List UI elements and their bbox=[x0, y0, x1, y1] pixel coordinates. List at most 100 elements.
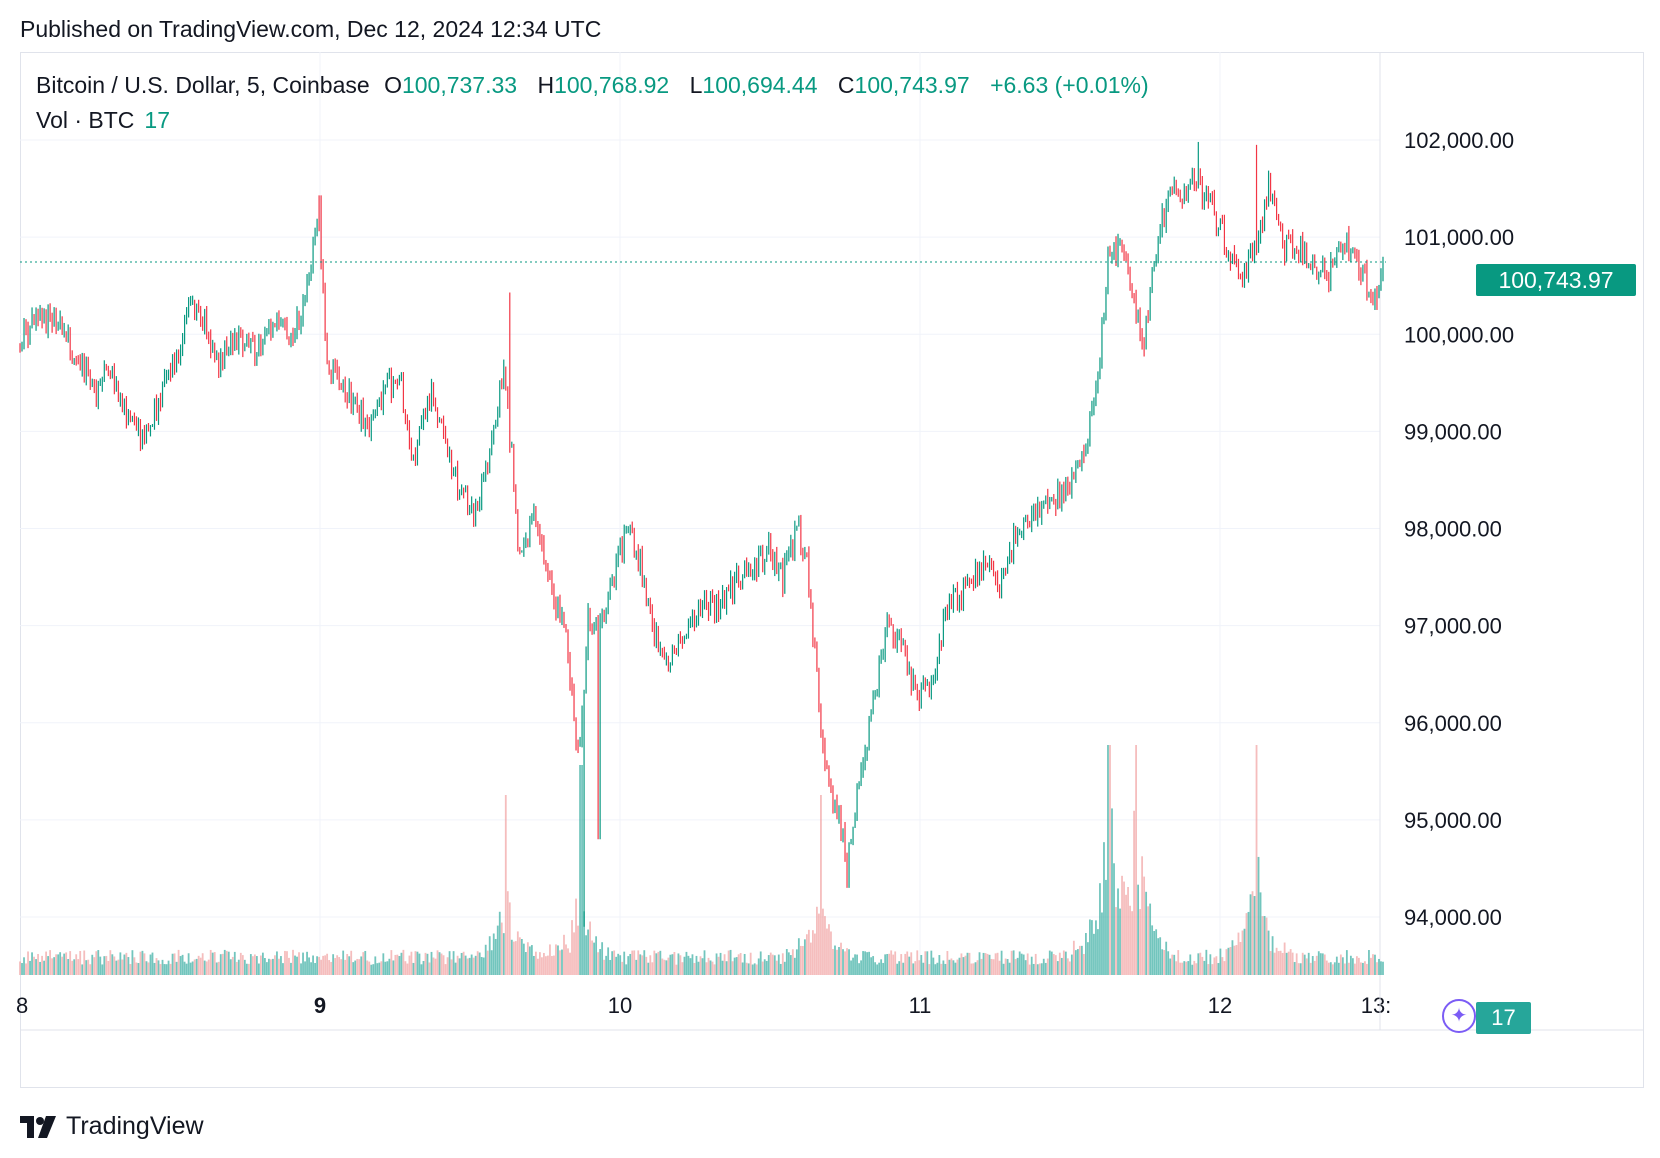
volume-bar bbox=[1006, 959, 1009, 975]
volume-bar bbox=[1273, 952, 1276, 975]
volume-bar bbox=[1309, 962, 1312, 975]
y-tick-label: 99,000.00 bbox=[1404, 419, 1502, 444]
volume-bar bbox=[31, 952, 33, 975]
volume-bar bbox=[47, 956, 50, 975]
volume-bar bbox=[338, 957, 341, 975]
volume-bar bbox=[948, 959, 951, 975]
volume-bar bbox=[1199, 952, 1202, 975]
volume-bar bbox=[974, 962, 977, 975]
volume-bar bbox=[659, 950, 662, 975]
volume-bar bbox=[1339, 954, 1342, 975]
volume-bar bbox=[1157, 938, 1160, 975]
volume-bar bbox=[747, 963, 750, 975]
x-tick-label: 13: bbox=[1361, 993, 1392, 1018]
volume-bar bbox=[404, 961, 407, 975]
volume-bar bbox=[251, 956, 254, 975]
volume-bar bbox=[1271, 936, 1274, 975]
last-price-badge: 100,743.97 bbox=[1476, 264, 1636, 296]
volume-bar bbox=[131, 950, 134, 975]
y-tick-label: 97,000.00 bbox=[1404, 614, 1502, 639]
volume-bar bbox=[304, 961, 306, 975]
volume-bar bbox=[141, 950, 144, 975]
volume-bar bbox=[155, 958, 158, 975]
volume-bar bbox=[577, 925, 579, 975]
volume-bar bbox=[494, 938, 497, 975]
chart-frame[interactable] bbox=[20, 52, 1644, 1088]
volume-bar bbox=[103, 956, 106, 975]
volume-bar bbox=[611, 951, 614, 975]
volume-bar bbox=[1301, 952, 1304, 975]
volume-bar bbox=[1337, 962, 1340, 975]
volume-bar bbox=[185, 963, 188, 975]
volume-bar bbox=[569, 952, 571, 975]
volume-bar bbox=[729, 949, 732, 975]
volume-bar bbox=[966, 952, 969, 975]
symbol-title[interactable]: Bitcoin / U.S. Dollar, 5, Coinbase bbox=[36, 72, 370, 98]
volume-bar bbox=[1087, 942, 1089, 975]
volume-bar bbox=[255, 956, 258, 975]
volume-bar bbox=[268, 958, 270, 975]
volume-bar bbox=[701, 958, 704, 975]
volume-bar bbox=[241, 955, 244, 975]
volume-bar bbox=[958, 957, 961, 975]
volume-bar bbox=[1008, 962, 1011, 975]
volume-bar bbox=[33, 956, 35, 975]
volume-bar bbox=[824, 916, 826, 975]
volume-bar bbox=[619, 955, 622, 975]
volume-bar bbox=[320, 959, 323, 975]
volume-bar bbox=[1054, 955, 1057, 975]
volume-bar bbox=[502, 933, 505, 975]
volume-bar bbox=[1269, 951, 1272, 975]
volume-bar bbox=[737, 954, 740, 975]
volume-bar bbox=[870, 957, 873, 975]
volume-bar bbox=[797, 938, 800, 975]
volume-bar bbox=[1247, 911, 1250, 975]
volume-bar bbox=[699, 956, 702, 975]
volume-bar bbox=[1249, 894, 1252, 975]
volume-bar bbox=[356, 958, 359, 975]
volume-bar bbox=[623, 951, 626, 975]
volume-label[interactable]: Vol · BTC bbox=[36, 107, 135, 133]
published-header: Published on TradingView.com, Dec 12, 20… bbox=[20, 16, 602, 42]
open-label: O bbox=[384, 72, 402, 98]
volume-bar bbox=[1267, 930, 1270, 975]
volume-bar bbox=[1117, 888, 1119, 975]
tradingview-logo[interactable]: TradingView bbox=[20, 1112, 204, 1141]
volume-bar bbox=[1141, 856, 1144, 975]
volume-bar bbox=[599, 949, 602, 975]
sparkle-icon[interactable]: ✦ bbox=[1442, 999, 1476, 1033]
volume-bar bbox=[1289, 949, 1292, 975]
volume-bar bbox=[1151, 925, 1154, 975]
volume-bar bbox=[1283, 942, 1286, 975]
volume-bar bbox=[753, 963, 756, 975]
volume-bar bbox=[671, 954, 674, 975]
volume-bar bbox=[1171, 954, 1174, 975]
volume-bar bbox=[1167, 951, 1170, 975]
volume-bar bbox=[617, 953, 620, 975]
price-chart[interactable]: 102,000.00 101,000.00 100,000.00 99,000.00 9… bbox=[0, 0, 1660, 1100]
volume-bar bbox=[565, 944, 567, 975]
volume-bar bbox=[938, 955, 941, 975]
volume-bar bbox=[1311, 956, 1314, 975]
volume-bar bbox=[653, 950, 656, 975]
volume-bar bbox=[53, 957, 56, 975]
volume-bar bbox=[113, 956, 116, 975]
volume-bar bbox=[496, 925, 499, 975]
volume-bar bbox=[866, 952, 869, 975]
volume-bar bbox=[595, 936, 598, 975]
volume-bar bbox=[1038, 963, 1041, 975]
volume-bar bbox=[876, 964, 879, 975]
volume-bar bbox=[482, 957, 485, 975]
volume-bar bbox=[1275, 947, 1278, 975]
volume-bar bbox=[793, 957, 796, 975]
volume-bar bbox=[982, 952, 985, 975]
volume-bar bbox=[1058, 952, 1061, 975]
volume-bar bbox=[717, 956, 720, 975]
volume-bar bbox=[1259, 892, 1262, 975]
volume-bar bbox=[775, 960, 778, 975]
volume-bar bbox=[755, 964, 758, 975]
volume-bar bbox=[257, 963, 260, 975]
volume-bar bbox=[1239, 941, 1242, 975]
volume-bar bbox=[1093, 933, 1095, 975]
volume-bar bbox=[1235, 945, 1238, 975]
